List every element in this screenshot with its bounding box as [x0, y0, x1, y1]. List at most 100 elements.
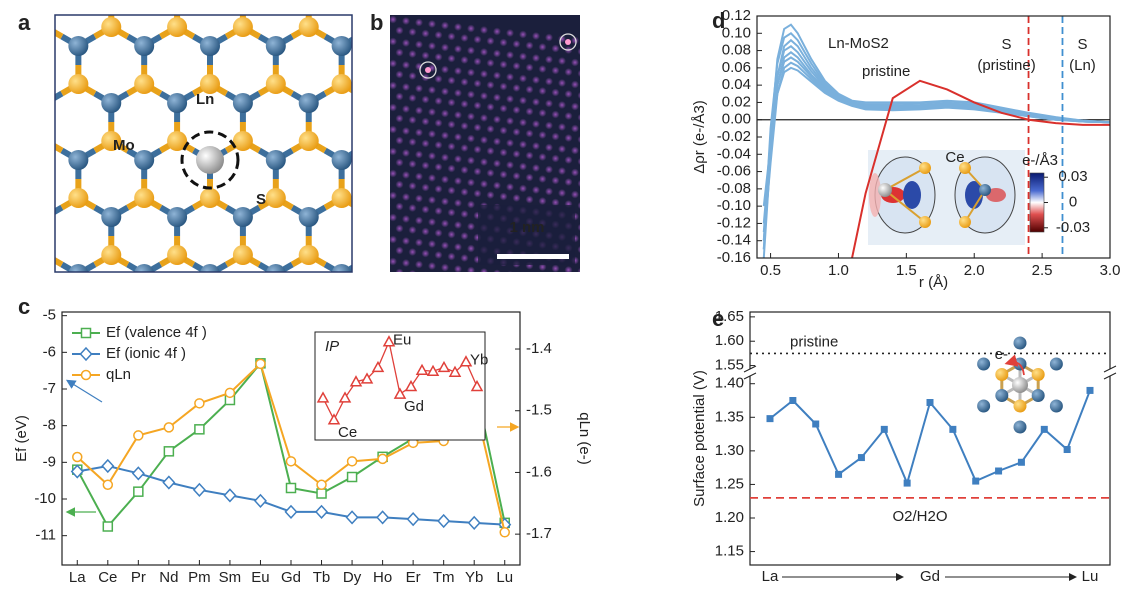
atom-column — [577, 267, 580, 272]
marker — [371, 360, 385, 373]
atom-column — [395, 114, 404, 123]
atom-column — [584, 148, 592, 156]
atom-column — [454, 177, 462, 185]
atom-column — [564, 112, 573, 120]
marker — [393, 387, 407, 399]
atom-column — [408, 204, 417, 212]
atom-column — [421, 117, 430, 126]
atom-column — [604, 249, 612, 257]
atom-column — [395, 70, 404, 79]
axis-break-mark — [1103, 372, 1117, 380]
atom-column — [591, 115, 599, 123]
x-tick-label: Nd — [159, 569, 178, 586]
atom-column — [578, 290, 586, 298]
atom-column — [519, 118, 527, 127]
x-tick-label: 2.5 — [1032, 262, 1053, 279]
atom-column — [390, 103, 397, 112]
atom-column — [395, 48, 404, 57]
atom-column — [499, 104, 508, 113]
reference-label: S — [1002, 36, 1012, 53]
atom-column — [415, 150, 423, 159]
atom-column — [571, 190, 579, 199]
marker — [972, 477, 980, 485]
mo-atom — [1013, 336, 1027, 350]
atom-column — [597, 150, 605, 158]
atom-column — [604, 73, 612, 81]
marker — [194, 398, 205, 409]
atom-column — [558, 145, 566, 153]
atom-column — [428, 152, 436, 160]
x-tick-label: 1.0 — [828, 262, 849, 279]
atom-column — [538, 197, 547, 205]
mo-atom — [167, 93, 188, 113]
x-tick-label: Gd — [920, 568, 940, 585]
atom-column — [454, 45, 462, 53]
atom-column — [577, 223, 580, 232]
atom-column — [545, 143, 553, 152]
atom-column — [390, 71, 391, 75]
atom-column — [408, 116, 417, 124]
marker — [315, 504, 329, 519]
inset-annotation: Ce — [338, 424, 357, 441]
y-tick-label: -5 — [43, 307, 56, 324]
atom-column — [395, 26, 404, 35]
atom-column — [454, 67, 462, 75]
atom-column — [454, 155, 462, 163]
mo-atom — [331, 36, 352, 56]
marker — [255, 358, 266, 370]
y-axis-label: Ef (eV) — [13, 415, 30, 462]
y2-tick-label: -1.6 — [526, 463, 552, 480]
atom-column — [434, 141, 443, 149]
atom-column — [421, 95, 430, 104]
atom-column — [538, 65, 547, 73]
atom-column — [591, 225, 599, 233]
atom-column — [519, 140, 527, 149]
atom-column — [558, 101, 566, 109]
atom-column — [480, 158, 488, 166]
mo-atom — [101, 207, 122, 227]
atom-column — [390, 81, 397, 90]
atom-column — [447, 120, 456, 129]
colorbar-tick-label: 0 — [1069, 193, 1077, 210]
mo-atom — [55, 100, 56, 106]
marker — [426, 364, 440, 376]
x-tick-label: Gd — [281, 569, 301, 586]
inset-title: IP — [325, 338, 339, 355]
atom-column — [421, 249, 430, 258]
atom-column — [564, 266, 573, 272]
reference-label: S — [1077, 36, 1087, 53]
atom-column — [376, 190, 384, 198]
dopant-ring — [419, 61, 437, 79]
marker — [382, 335, 396, 347]
bond — [55, 29, 64, 40]
atom-column — [551, 110, 560, 119]
atom-column — [584, 258, 592, 266]
atom-column — [591, 181, 599, 189]
reference-label: O2/H2O — [892, 508, 947, 525]
atom-column — [428, 130, 436, 138]
atom-column — [395, 224, 404, 233]
atom-column — [460, 100, 469, 108]
axis-break-mark — [1103, 365, 1117, 373]
x-tick-label: Pm — [188, 569, 211, 586]
marker — [223, 488, 237, 503]
axis-break-gap — [1106, 369, 1114, 376]
marker — [194, 424, 205, 435]
atom-column — [467, 156, 475, 165]
axis-break-gap — [746, 369, 754, 376]
y-tick-label: -10 — [34, 490, 56, 507]
atom-column — [421, 29, 430, 38]
atom-column — [538, 175, 547, 183]
atom-column — [564, 178, 573, 186]
atom-column — [551, 176, 560, 185]
axis-arrow — [65, 379, 103, 403]
atom-column — [525, 107, 534, 116]
marker — [79, 346, 93, 362]
atom-column — [447, 98, 456, 107]
atom-column — [441, 65, 449, 74]
marker — [903, 479, 911, 487]
mo-atom — [331, 264, 352, 272]
atom-column — [532, 54, 540, 62]
mo-atom — [68, 36, 89, 56]
